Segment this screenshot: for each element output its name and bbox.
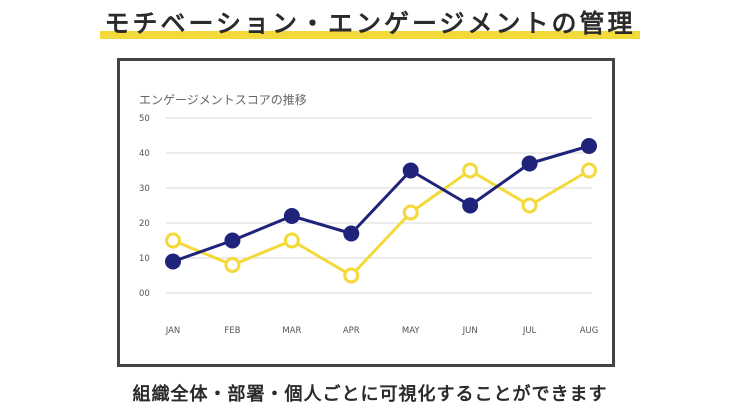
x-tick-label: MAR [282,326,301,336]
title-wrap: モチベーション・エンゲージメントの管理 [0,6,740,42]
data-point [165,253,181,270]
data-point [581,162,597,179]
series-line [172,144,590,263]
x-tick-label: JUL [522,326,537,336]
y-tick-label: 40 [139,149,150,159]
footer-caption: 組織全体・部署・個人ごとに可視化することができます [132,384,608,405]
y-tick-label: 00 [139,289,150,299]
data-point [343,225,360,242]
x-tick-label: FEB [224,326,240,336]
y-tick-label: 20 [139,219,150,229]
data-point [224,257,241,273]
page-title: モチベーション・エンゲージメントの管理 [100,6,640,42]
y-tick-label: 10 [139,254,150,264]
data-point [224,232,241,249]
data-point [581,138,597,154]
x-tick-label: JUN [462,326,478,336]
x-tick-label: MAY [402,326,420,336]
chart-frame: エンゲージメントスコアの推移 00 10 20 30 40 50 JAN FEB MAR APR M… [117,58,615,367]
x-tick-label: JAN [165,326,181,336]
data-point [165,232,181,249]
data-point [402,162,419,179]
data-point [462,162,479,179]
line-chart: エンゲージメントスコアの推移 00 10 20 30 40 50 JAN FEB MAR APR M… [139,93,599,336]
data-point [283,232,300,249]
x-tick-label: APR [343,326,360,336]
x-tick-label: AUG [580,326,599,336]
data-point [521,197,538,214]
data-point [283,208,300,224]
y-tick-label: 30 [139,184,150,194]
data-point [462,197,479,214]
data-point [402,204,419,221]
y-tick-label: 50 [139,114,150,124]
series-line [172,169,590,277]
data-point [343,267,360,284]
data-point [521,155,538,172]
chart-title: エンゲージメントスコアの推移 [139,93,307,107]
